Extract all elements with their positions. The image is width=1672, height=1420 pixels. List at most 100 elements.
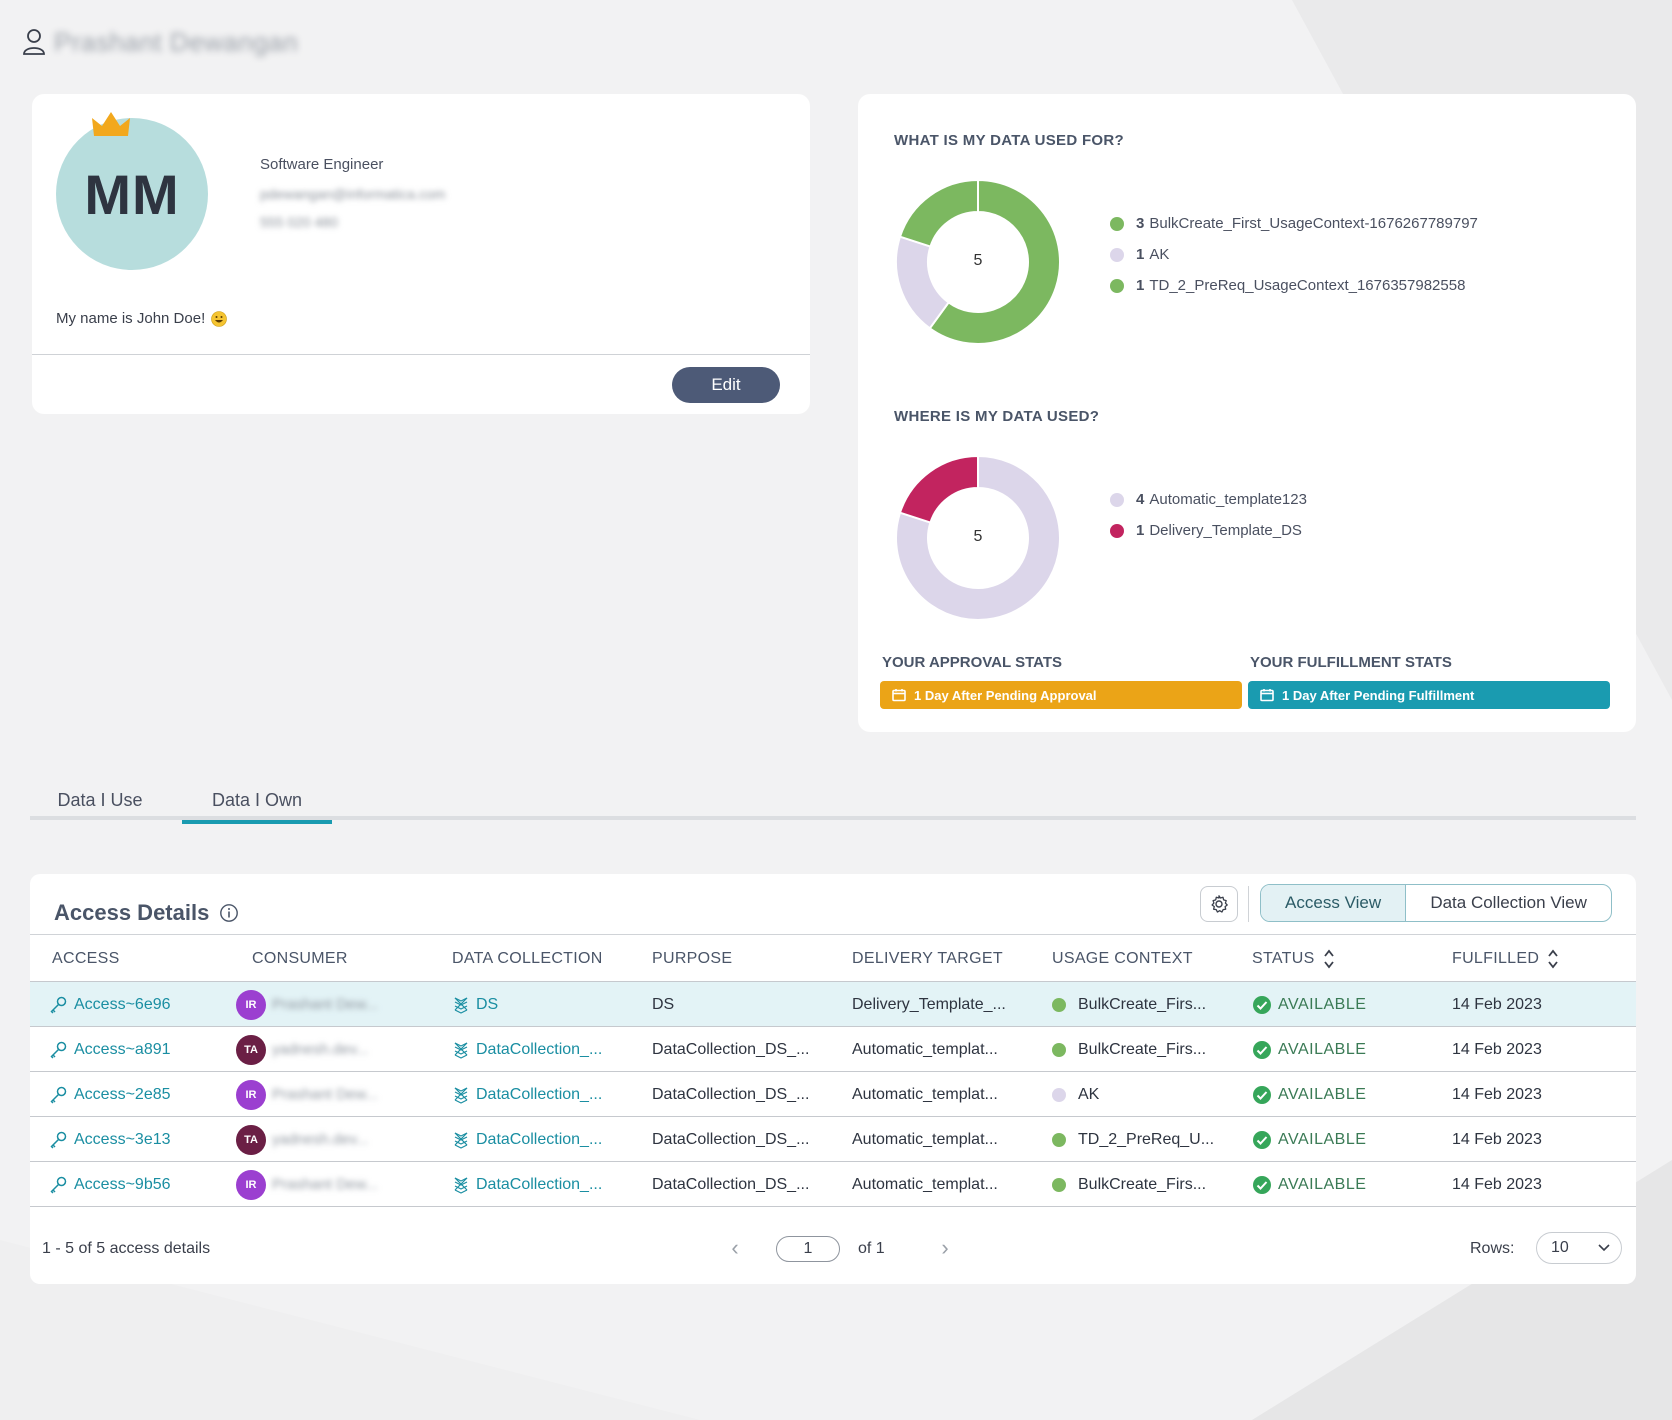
fulfilled-date: 14 Feb 2023	[1452, 1175, 1542, 1193]
usage-context-name: TD_2_PreReq_U...	[1078, 1130, 1215, 1148]
phone: 555 020 480	[260, 214, 338, 230]
access-link[interactable]: Access~3e13	[48, 1117, 171, 1162]
calendar-icon	[892, 688, 906, 702]
column-header-delivery-target: DELIVERY TARGET	[852, 950, 1003, 967]
legend-count: 1	[1136, 522, 1145, 539]
next-page-icon[interactable]: ›	[941, 1235, 949, 1260]
donut-segment[interactable]	[898, 456, 979, 524]
table-row[interactable]: Access~6e96 IR Prashant Dew... DS DS Delivery…	[30, 982, 1636, 1027]
column-header-data-collection: DATA COLLECTION	[452, 950, 603, 967]
usage-context-name: BulkCreate_Firs...	[1078, 1175, 1207, 1193]
calendar-icon	[1260, 688, 1274, 702]
purpose-cell: DS	[652, 995, 675, 1013]
purpose-cell: DataCollection_DS_...	[652, 1040, 810, 1058]
sort-icon[interactable]	[1547, 948, 1559, 970]
access-link[interactable]: Access~a891	[48, 1027, 171, 1072]
approval-stats-text: 1 Day After Pending Approval	[914, 687, 1097, 703]
info-icon[interactable]	[219, 903, 239, 923]
purpose-cell: DataCollection_DS_...	[652, 1175, 810, 1193]
data-collection-link[interactable]: DS	[452, 982, 498, 1027]
data-collection-icon	[452, 996, 470, 1014]
user-name: Prashant Dewangan	[54, 26, 299, 57]
consumer-cell: IR Prashant Dew...	[236, 1162, 378, 1207]
sort-icon[interactable]	[1323, 948, 1335, 970]
table-row[interactable]: Access~2e85 IR Prashant Dew... DataCollecti…	[30, 1072, 1636, 1117]
rows-per-page-select[interactable]: 10	[1536, 1232, 1622, 1264]
column-header-status-label: STATUS	[1252, 950, 1315, 967]
status-cell: AVAILABLE	[1252, 1117, 1366, 1162]
data-collection-link[interactable]: DataCollection_...	[452, 1162, 602, 1207]
access-id: Access~3e13	[74, 1130, 171, 1148]
delivery-target-cell: Delivery_Template_...	[852, 995, 1006, 1013]
consumer-cell: IR Prashant Dew...	[236, 1072, 378, 1117]
check-circle-icon	[1252, 1130, 1272, 1150]
data-collection-view-button[interactable]: Data Collection View	[1430, 893, 1587, 912]
donut-segment[interactable]	[928, 180, 1060, 344]
tab-data-i-own[interactable]: Data I Own	[182, 780, 332, 824]
previous-page-icon[interactable]: ‹	[731, 1235, 739, 1260]
usage-for-title: WHAT IS MY DATA USED FOR?	[894, 132, 1124, 149]
donut-segment[interactable]	[896, 456, 1060, 620]
column-header-usage-context: USAGE CONTEXT	[1052, 950, 1193, 967]
bio: My name is John Doe!	[56, 310, 228, 327]
data-collection-name: DataCollection_...	[476, 1085, 603, 1103]
consumer-name: Prashant Dew...	[272, 996, 378, 1013]
legend-item: 4 Automatic_template123	[1110, 484, 1307, 515]
key-icon	[48, 1175, 68, 1195]
data-collection-name: DataCollection_...	[476, 1130, 603, 1148]
approval-stats-pill[interactable]: 1 Day After Pending Approval	[880, 681, 1242, 709]
usage-context-dot	[1052, 997, 1066, 1012]
table-title-text: Access Details	[54, 900, 210, 925]
access-view-button[interactable]: Access View	[1261, 885, 1407, 921]
legend-dot	[1110, 247, 1124, 262]
consumer-avatar: TA	[236, 1124, 266, 1155]
data-collection-link[interactable]: DataCollection_...	[452, 1072, 602, 1117]
usage-for-donut	[896, 180, 1060, 344]
fulfillment-stats-pill[interactable]: 1 Day After Pending Fulfillment	[1248, 681, 1610, 709]
donut-segment[interactable]	[896, 235, 951, 330]
status-text: AVAILABLE	[1278, 995, 1367, 1013]
divider	[32, 354, 810, 355]
donut-segment[interactable]	[898, 180, 979, 248]
legend-label: Delivery_Template_DS	[1149, 522, 1302, 539]
table-row[interactable]: Access~3e13 TA yadnesh.dev... DataCollectio…	[30, 1117, 1636, 1162]
data-collection-link[interactable]: DataCollection_...	[452, 1117, 602, 1162]
page-number-input[interactable]	[776, 1236, 840, 1262]
tabs: Data I Use Data I Own	[30, 780, 1636, 824]
tab-data-i-use[interactable]: Data I Use	[57, 789, 143, 810]
key-icon	[48, 1130, 68, 1150]
table-row[interactable]: Access~a891 TA yadnesh.dev... DataCollectio…	[30, 1027, 1636, 1072]
column-header-consumer: CONSUMER	[252, 950, 348, 967]
column-header-fulfilled-label: FULFILLED	[1452, 950, 1540, 967]
fulfilled-date: 14 Feb 2023	[1452, 995, 1542, 1013]
data-collection-icon	[452, 1041, 470, 1059]
status-cell: AVAILABLE	[1252, 1072, 1366, 1117]
legend-label: AK	[1149, 246, 1170, 263]
column-header-fulfilled[interactable]: FULFILLED	[1452, 935, 1559, 983]
column-header-status[interactable]: STATUS	[1252, 935, 1335, 983]
access-link[interactable]: Access~9b56	[48, 1162, 171, 1207]
legend-label: TD_2_PreReq_UsageContext_1676357982558	[1149, 277, 1466, 294]
access-id: Access~a891	[74, 1040, 171, 1058]
page-total: of 1	[858, 1240, 885, 1257]
legend-label: Automatic_template123	[1149, 491, 1307, 508]
usage-where-total: 5	[973, 528, 983, 545]
legend-label: BulkCreate_First_UsageContext-1676267789…	[1149, 215, 1478, 232]
access-link[interactable]: Access~2e85	[48, 1072, 171, 1117]
usage-where-legend: 4 Automatic_template123 1 Delivery_Template…	[1110, 484, 1307, 546]
edit-button[interactable]: Edit	[672, 367, 780, 403]
column-header-access: ACCESS	[52, 950, 120, 967]
status-text: AVAILABLE	[1278, 1175, 1367, 1193]
usage-context-cell: BulkCreate_Firs...	[1052, 1162, 1206, 1207]
table-row[interactable]: Access~9b56 IR Prashant Dew... DataCollecti…	[30, 1162, 1636, 1207]
usage-context-name: BulkCreate_Firs...	[1078, 995, 1207, 1013]
usage-context-dot	[1052, 1132, 1066, 1147]
consumer-name: yadnesh.dev...	[272, 1041, 369, 1058]
data-collection-icon	[452, 1086, 470, 1104]
legend-dot	[1110, 492, 1124, 507]
access-link[interactable]: Access~6e96	[48, 982, 171, 1027]
data-collection-icon	[452, 1131, 470, 1149]
data-collection-link[interactable]: DataCollection_...	[452, 1027, 602, 1072]
usage-context-cell: TD_2_PreReq_U...	[1052, 1117, 1214, 1162]
settings-button[interactable]	[1200, 886, 1238, 922]
